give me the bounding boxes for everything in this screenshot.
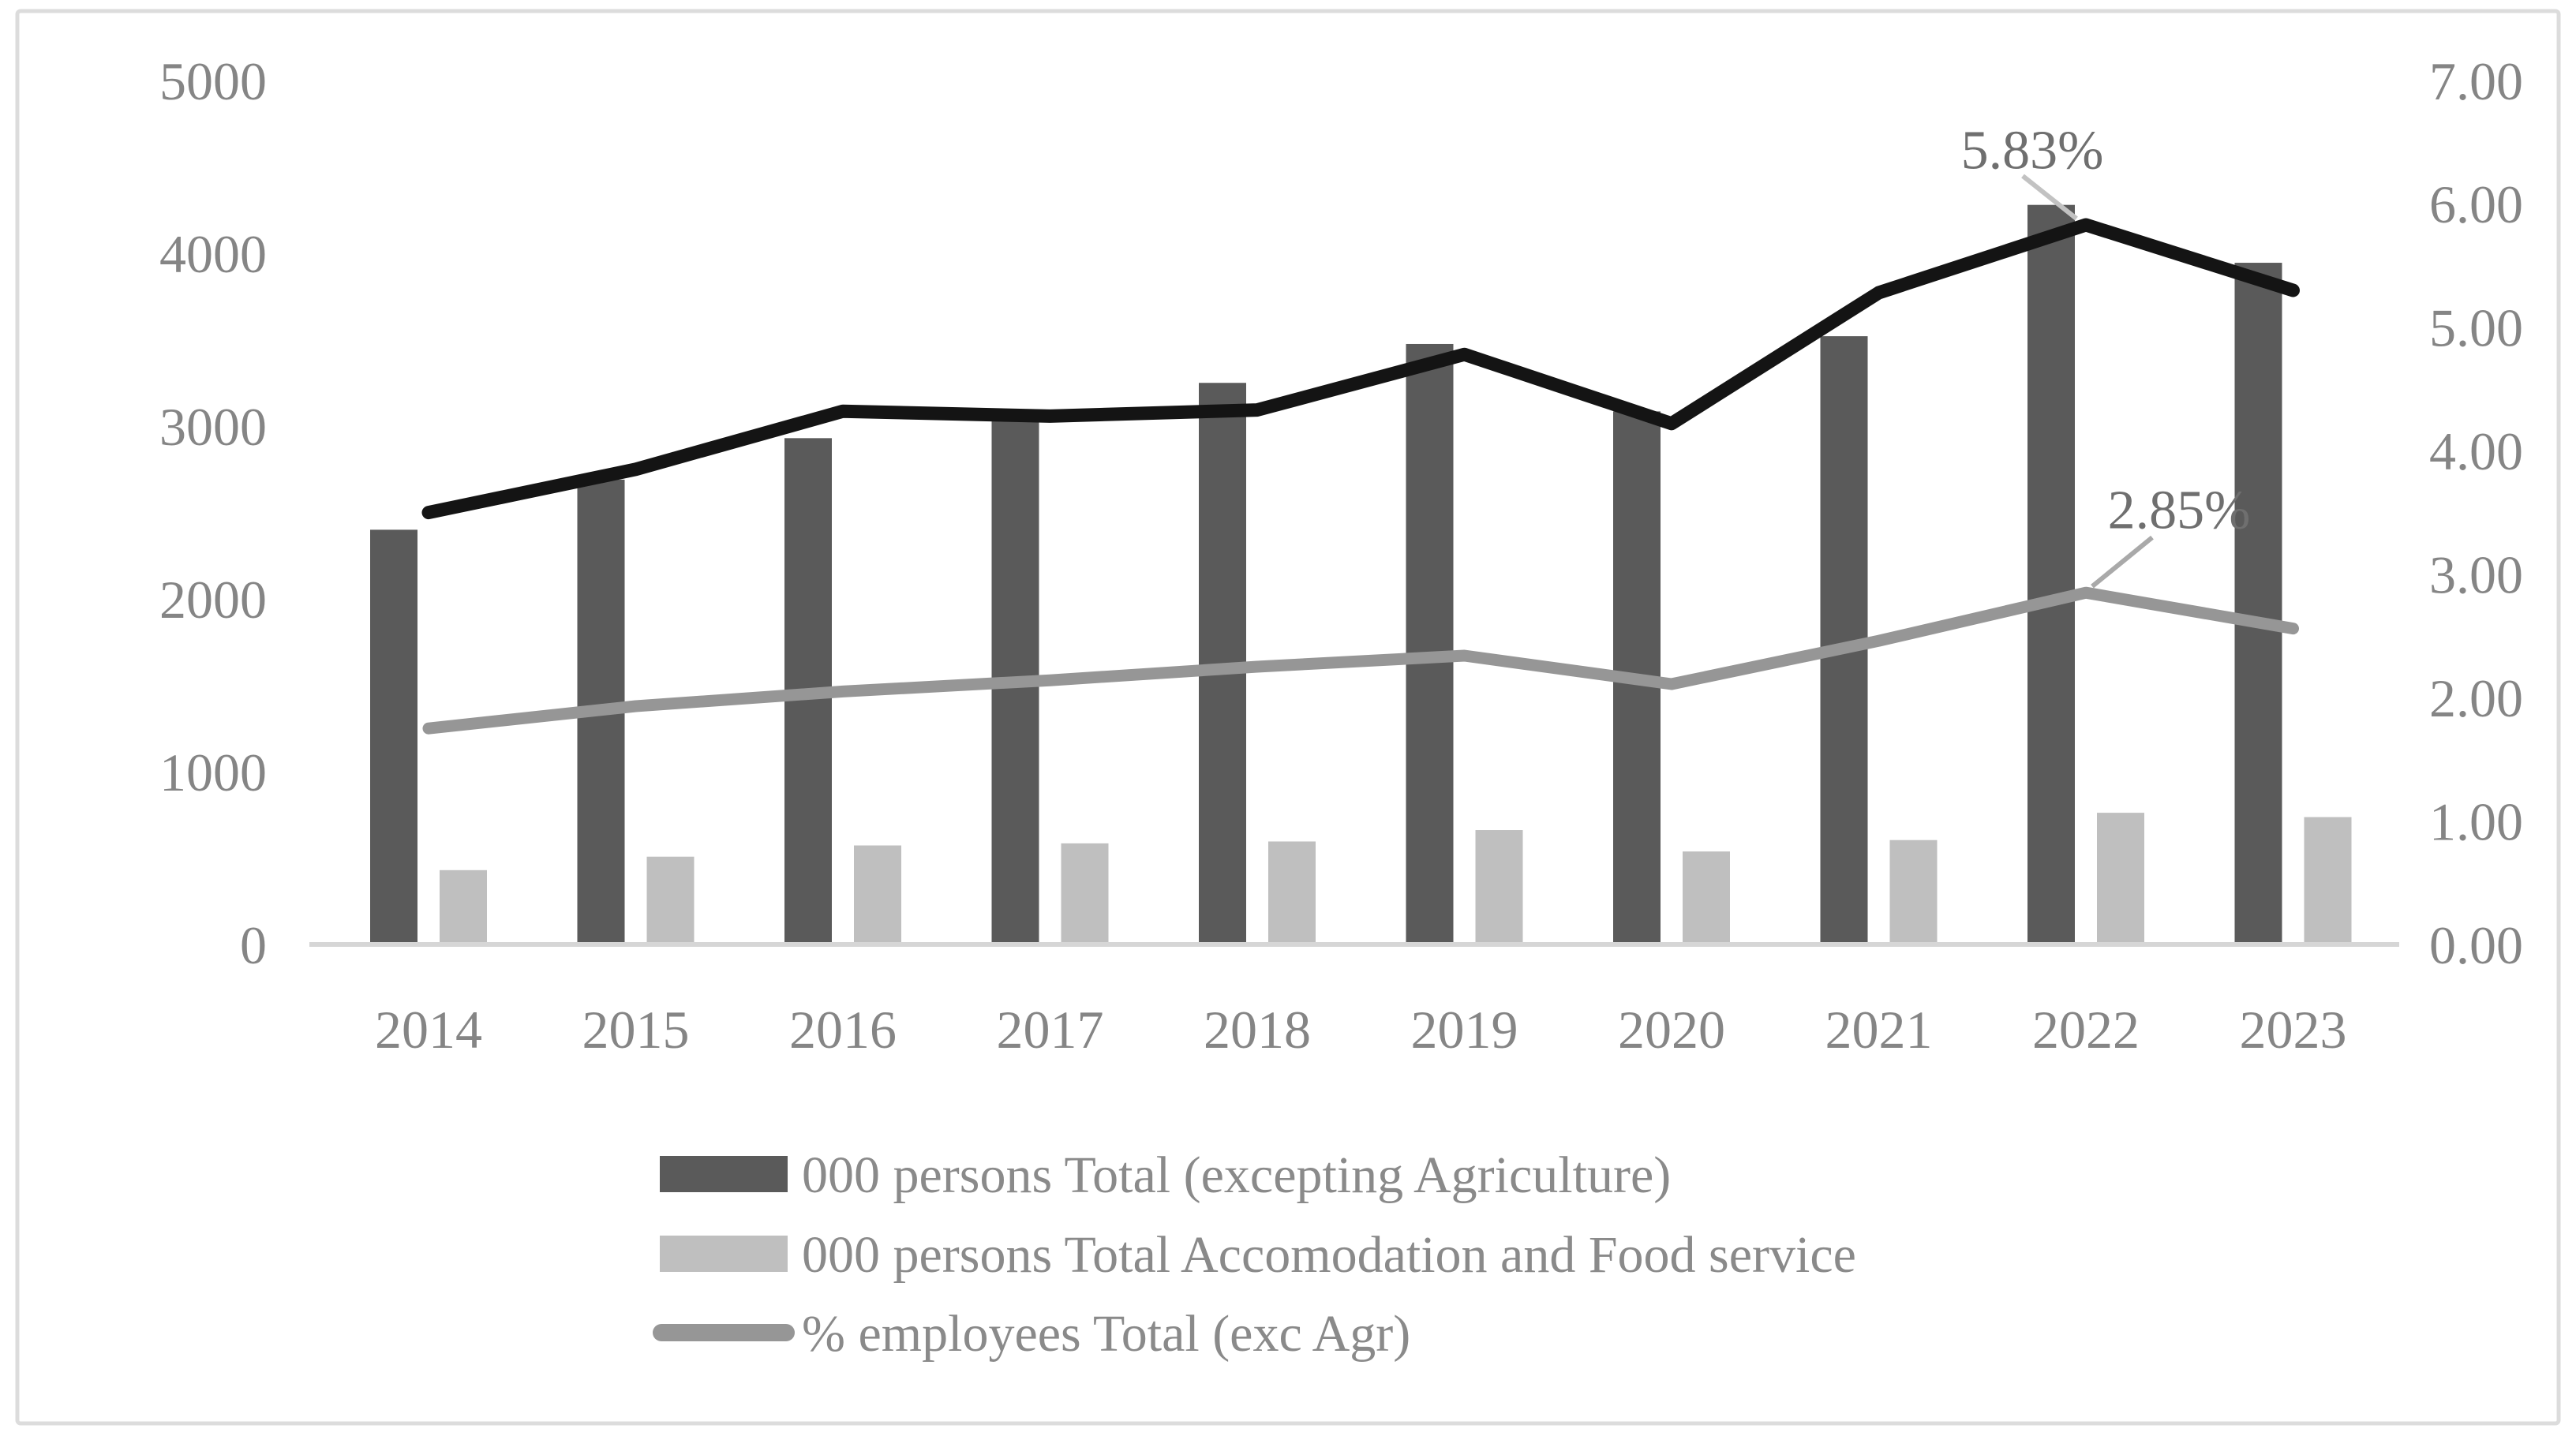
bar-total_ex_agr_bar-2023 — [2234, 263, 2282, 944]
annotation-leader-2.85% — [2091, 535, 2154, 589]
right-axis-tick-1.00: 1.00 — [2429, 791, 2523, 851]
bar-accom_food_bar-2015 — [646, 856, 695, 944]
bar-total_ex_agr_bar-2019 — [1406, 343, 1454, 945]
annotation-label-2.85%: 2.85% — [2108, 481, 2251, 541]
bar-accom_food_bar-2014 — [440, 869, 487, 944]
annotation-label-5.83%: 5.83% — [1961, 121, 2104, 181]
bar-accom_food_bar-2021 — [1889, 840, 1938, 944]
figure-border — [15, 9, 2561, 1426]
legend-label-accom_food_bar: 000 persons Total Accomodation and Food … — [802, 1226, 1856, 1284]
year-label-2020: 2020 — [1618, 1000, 1725, 1060]
left-axis-tick-5000: 5000 — [159, 51, 267, 111]
bar-total_ex_agr_bar-2022 — [2027, 204, 2075, 944]
bar-total_ex_agr_bar-2014 — [370, 529, 417, 944]
bar-accom_food_bar-2023 — [2304, 817, 2352, 944]
bar-accom_food_bar-2018 — [1268, 841, 1316, 944]
year-label-2019: 2019 — [1411, 1000, 1518, 1060]
year-label-2021: 2021 — [1825, 1000, 1933, 1060]
bar-accom_food_bar-2019 — [1475, 830, 1523, 944]
bar-accom_food_bar-2022 — [2097, 813, 2144, 944]
year-label-2014: 2014 — [375, 1000, 482, 1060]
right-axis-tick-2.00: 2.00 — [2429, 668, 2523, 728]
legend-label-pct_employees_line: % employees Total (exc Agr) — [802, 1305, 1410, 1363]
legend-marker-total_ex_agr_bar — [660, 1156, 788, 1192]
right-axis-tick-4.00: 4.00 — [2429, 421, 2523, 481]
right-axis-tick-5.00: 5.00 — [2429, 298, 2523, 358]
line-black_line — [421, 218, 2300, 520]
left-axis-tick-3000: 3000 — [159, 397, 267, 457]
year-label-2015: 2015 — [582, 1000, 690, 1060]
year-label-2022: 2022 — [2032, 1000, 2140, 1060]
legend-label-total_ex_agr_bar: 000 persons Total (excepting Agriculture… — [802, 1146, 1671, 1204]
left-axis-tick-2000: 2000 — [159, 570, 267, 630]
left-axis-tick-0: 0 — [240, 915, 267, 975]
year-label-2016: 2016 — [789, 1000, 897, 1060]
annotation-leader-5.83% — [2021, 174, 2078, 221]
left-axis-tick-4000: 4000 — [159, 224, 267, 284]
right-axis-tick-3.00: 3.00 — [2429, 545, 2523, 605]
year-label-2023: 2023 — [2240, 1000, 2347, 1060]
legend-marker-accom_food_bar — [660, 1236, 788, 1272]
left-axis-tick-1000: 1000 — [159, 742, 267, 802]
bar-accom_food_bar-2016 — [854, 845, 901, 944]
year-label-2018: 2018 — [1204, 1000, 1311, 1060]
right-axis-tick-6.00: 6.00 — [2429, 174, 2523, 234]
bar-accom_food_bar-2020 — [1683, 851, 1730, 944]
year-label-2017: 2017 — [997, 1000, 1104, 1060]
right-axis-tick-0.00: 0.00 — [2429, 915, 2523, 975]
bar-accom_food_bar-2017 — [1061, 843, 1109, 944]
right-axis-tick-7.00: 7.00 — [2429, 51, 2523, 111]
line-pct_employees_line — [422, 586, 2299, 735]
